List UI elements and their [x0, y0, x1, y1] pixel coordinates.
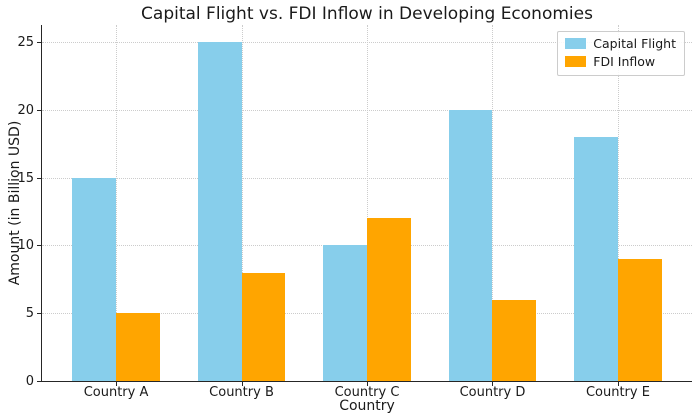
legend-item-capital-flight: Capital Flight [565, 37, 676, 51]
bar-capital-flight-country-b [197, 41, 242, 381]
x-tick-label-country-d: Country D [459, 385, 526, 400]
y-tick-label-25: 25 [17, 34, 34, 50]
x-tick-country-a [116, 382, 118, 386]
y-tick-label-10: 10 [17, 238, 34, 254]
y-tick-15 [37, 177, 41, 179]
y-tick-label-0: 0 [25, 374, 34, 389]
y-tick-5 [37, 313, 41, 315]
x-axis-label: Country [339, 398, 395, 414]
bar-fdi-inflow-country-b [241, 272, 286, 381]
legend-swatch-capital-flight [565, 38, 587, 50]
bar-capital-flight-country-a [72, 177, 117, 381]
x-tick-label-country-e: Country E [585, 385, 650, 400]
v-gridline-country-b [241, 25, 243, 381]
legend-swatch-fdi-inflow [565, 56, 587, 68]
bar-capital-flight-country-d [448, 109, 493, 381]
bar-fdi-inflow-country-c [367, 218, 411, 381]
legend-label-fdi-inflow: FDI Inflow [593, 53, 656, 69]
y-tick-label-15: 15 [17, 170, 34, 186]
chart-title: Capital Flight vs. FDI Inflow in Develop… [141, 4, 593, 24]
legend: Capital Flight FDI Inflow [557, 31, 685, 76]
y-axis-label: Amount (in Billion USD) [7, 120, 23, 286]
x-tick-country-e [617, 382, 619, 386]
bar-fdi-inflow-country-a [116, 313, 160, 381]
y-tick-25 [37, 41, 41, 43]
bar-capital-flight-country-c [323, 245, 367, 381]
v-gridline-country-e [617, 25, 619, 381]
x-tick-country-c [367, 382, 368, 386]
v-gridline-country-d [492, 25, 494, 381]
bar-capital-flight-country-e [574, 136, 618, 381]
x-tick-country-b [241, 382, 243, 386]
bar-fdi-inflow-country-e [617, 258, 662, 381]
x-tick-label-country-c: Country C [334, 385, 400, 400]
y-tick-10 [37, 245, 41, 247]
legend-label-capital-flight: Capital Flight [593, 36, 676, 51]
x-tick-country-d [492, 382, 494, 386]
x-tick-label-country-a: Country A [83, 385, 149, 400]
v-gridline-country-a [116, 25, 118, 381]
legend-item-fdi-inflow: FDI Inflow [565, 53, 676, 69]
y-tick-label-5: 5 [25, 306, 34, 322]
y-tick-0 [37, 381, 41, 382]
bar-fdi-inflow-country-d [492, 299, 537, 381]
y-tick-label-20: 20 [17, 102, 34, 118]
y-tick-20 [37, 109, 41, 111]
x-tick-label-country-b: Country B [209, 385, 274, 400]
v-gridline-country-c [367, 25, 368, 381]
plot-area: Capital Flight FDI Inflow [41, 25, 692, 382]
